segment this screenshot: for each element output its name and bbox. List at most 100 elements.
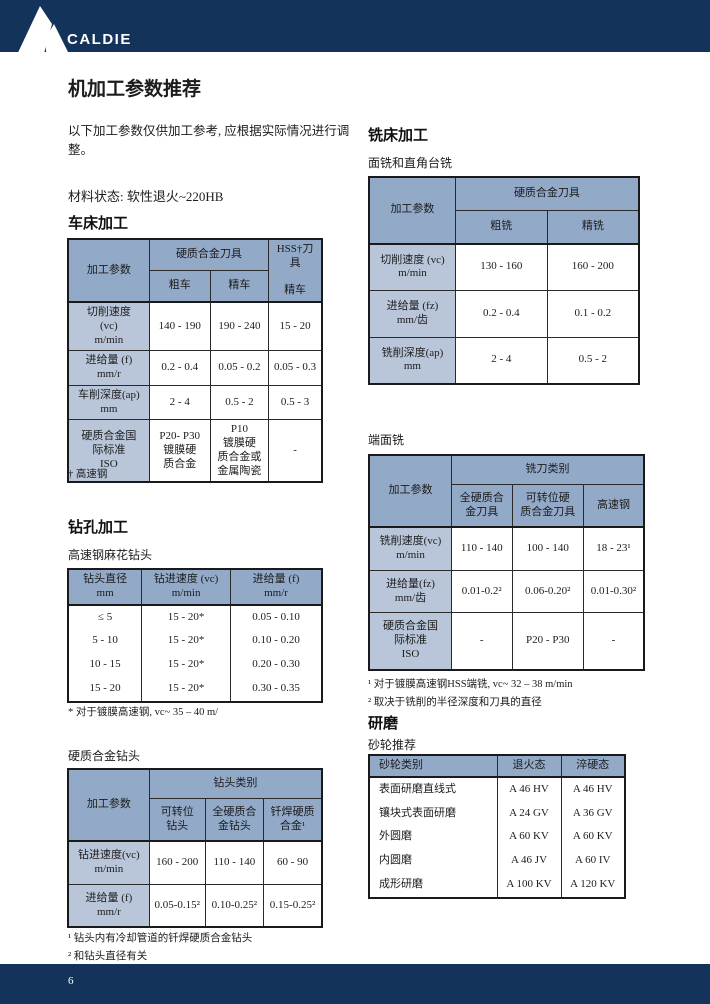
page-title: 机加工参数推荐 — [68, 79, 202, 100]
column-header: 全硬质合 金钻头 — [204, 797, 265, 843]
column-header: 可转位 钻头 — [148, 797, 206, 843]
table-cell: 100 - 140 — [511, 526, 584, 571]
table-cell: 18 - 23¹ — [583, 526, 645, 571]
table-cell: 2 - 4 — [454, 336, 548, 385]
table-row: 5 - 10 15 - 20* 0.10 - 0.20 — [67, 629, 323, 653]
face-mill-subheading: 面铣和直角台铣 — [368, 156, 453, 170]
column-header: 全硬质合 金刀具 — [451, 483, 513, 529]
table-row: 硬质合金国 际标准 ISO P20- P30 镀膜硬 质合金 P10 镀膜硬 质… — [67, 419, 323, 483]
table-cell: 10 - 15 — [67, 653, 143, 677]
lathe-sub-rough: 粗车 — [148, 270, 211, 303]
header-bar — [0, 0, 710, 52]
table-cell: 2 - 4 — [148, 384, 211, 421]
column-header: 进给量 (f) mm/r — [230, 568, 323, 606]
column-header: 淬硬态 — [560, 754, 626, 778]
table-cell: 内圆磨 — [368, 849, 498, 873]
table-cell: 0.5 - 3 — [268, 384, 323, 421]
table-row: 外圆磨 A 60 KV A 60 KV — [368, 825, 626, 849]
table-row: 进给量(fz) mm/齿 0.01-0.2² 0.06-0.20² 0.01-0… — [368, 569, 645, 614]
lathe-section-heading: 车床加工 — [68, 215, 129, 232]
row-label: 切削速度 (vc) m/min — [368, 243, 456, 291]
end-mill-subheading: 端面铣 — [368, 433, 405, 447]
hss-drill-subheading: 高速钢麻花钻头 — [68, 548, 153, 562]
grinding-subheading: 砂轮推荐 — [368, 738, 417, 752]
row-label: 铣削深度(ap) mm — [368, 336, 456, 385]
table-cell: A 46 HV — [560, 776, 626, 802]
end-mill-footnotes: ¹ 对于镀膜高速钢HSS端铣, vc~ 32 – 38 m/min ² 取决于铣… — [368, 676, 573, 712]
table-cell: 160 - 200 — [546, 243, 640, 291]
table-cell: A 100 KV — [496, 872, 562, 898]
table-cell: 0.2 - 0.4 — [454, 290, 548, 338]
table-row: 硬质合金国 际标准 ISO - P20 - P30 - — [368, 612, 645, 670]
table-row: 15 - 20 15 - 20* 0.30 - 0.35 — [67, 676, 323, 702]
end-group-header: 铣刀类别 — [451, 454, 645, 485]
row-label: 车削深度(ap) mm — [67, 384, 150, 421]
row-label: 硬质合金国 际标准 ISO — [67, 419, 150, 483]
table-cell: 130 - 160 — [454, 243, 548, 291]
lathe-param-header: 加工参数 — [67, 238, 150, 303]
carbide-group-header: 钻头类别 — [148, 768, 323, 799]
carbide-drill-table: 加工参数 钻头类别 可转位 钻头 全硬质合 金钻头 钎焊硬质 合金¹ 钻进速度(… — [67, 768, 323, 929]
table-cell: 0.05 - 0.3 — [268, 350, 323, 386]
material-state: 材料状态: 软性退火~220HB — [68, 189, 224, 204]
table-cell: 0.05 - 0.2 — [209, 350, 270, 386]
table-row: 切削速度 (vc) m/min 130 - 160 160 - 200 — [368, 243, 640, 291]
table-row: 镶块式表面研磨 A 24 GV A 36 GV — [368, 801, 626, 826]
table-row: 车削深度(ap) mm 2 - 4 0.5 - 2 0.5 - 3 — [67, 384, 323, 421]
table-cell: 5 - 10 — [67, 629, 143, 653]
milling-section-heading: 铣床加工 — [368, 127, 429, 144]
table-cell: 15 - 20* — [141, 604, 232, 630]
row-label: 钻进速度(vc) m/min — [67, 840, 150, 885]
table-cell: P10 镀膜硬 质合金或 金属陶瓷 — [209, 419, 270, 483]
table-cell: P20- P30 镀膜硬 质合金 — [148, 419, 211, 483]
face-param-header: 加工参数 — [368, 176, 456, 245]
table-cell: 15 - 20 — [268, 301, 323, 352]
lathe-hss-group-header: HSS†刀 具 精车 — [268, 238, 323, 303]
table-cell: 镶块式表面研磨 — [368, 801, 498, 826]
table-row: 进给量 (f) mm/r 0.05-0.15² 0.10-0.25² 0.15-… — [67, 883, 323, 928]
table-cell: A 60 IV — [560, 849, 626, 873]
lathe-footnote: † 高速钢 — [68, 469, 108, 480]
column-header: 高速钢 — [583, 483, 645, 529]
drilling-section-heading: 钻孔加工 — [68, 519, 129, 536]
footnote-line: ¹ 对于镀膜高速钢HSS端铣, vc~ 32 – 38 m/min — [368, 679, 573, 690]
table-cell: 0.01-0.30² — [583, 569, 645, 614]
column-header: 砂轮类别 — [368, 754, 498, 778]
table-row: 10 - 15 15 - 20* 0.20 - 0.30 — [67, 653, 323, 677]
table-cell: 15 - 20* — [141, 676, 232, 702]
row-label: 进给量 (f) mm/r — [67, 350, 150, 386]
column-header: 钎焊硬质 合金¹ — [263, 797, 323, 843]
table-cell: 15 - 20 — [67, 676, 143, 702]
table-cell: 0.20 - 0.30 — [230, 653, 323, 677]
table-cell: 0.30 - 0.35 — [230, 676, 323, 702]
grinding-table: 砂轮类别 退火态 淬硬态 表面研磨直线式 A 46 HV A 46 HV 镶块式… — [368, 754, 626, 899]
table-cell: A 24 GV — [496, 801, 562, 826]
table-cell: 60 - 90 — [263, 840, 323, 885]
table-cell: - — [583, 612, 645, 670]
hss-drill-footnote: * 对于镀膜高速钢, vc~ 35 – 40 m/ — [68, 707, 219, 718]
table-row: 切削速度 (vc) m/min 140 - 190 190 - 240 15 -… — [67, 301, 323, 352]
grinding-section-heading: 研磨 — [368, 715, 399, 732]
table-row: 内圆磨 A 46 JV A 60 IV — [368, 849, 626, 873]
row-label: 切削速度 (vc) m/min — [67, 301, 150, 352]
table-cell: 0.05-0.15² — [148, 883, 206, 928]
row-label: 铣削速度(vc) m/min — [368, 526, 452, 571]
table-cell: 0.01-0.2² — [451, 569, 513, 614]
footnote-line: ¹ 钻头内有冷却管道的钎焊硬质合金钻头 — [68, 933, 253, 944]
column-header: 可转位硬 质合金刀具 — [511, 483, 584, 529]
table-cell: 0.06-0.20² — [511, 569, 584, 614]
table-cell: 0.5 - 2 — [209, 384, 270, 421]
table-cell: 0.5 - 2 — [546, 336, 640, 385]
intro-text: 以下加工参数仅供加工参考, 应根据实际情况进行调整。 — [68, 124, 350, 158]
table-cell: 0.1 - 0.2 — [546, 290, 640, 338]
table-row: 进给量 (fz) mm/齿 0.2 - 0.4 0.1 - 0.2 — [368, 290, 640, 338]
table-cell: 0.15-0.25² — [263, 883, 323, 928]
footer-bar — [0, 964, 710, 1004]
table-cell: 110 - 140 — [204, 840, 265, 885]
lathe-carbide-group-header: 硬质合金刀具 — [148, 238, 270, 271]
end-mill-table: 加工参数 铣刀类别 全硬质合 金刀具 可转位硬 质合金刀具 高速钢 铣削速度(v… — [368, 454, 645, 671]
table-cell: A 60 KV — [496, 825, 562, 849]
table-cell: 160 - 200 — [148, 840, 206, 885]
lathe-sub-finish: 精车 — [209, 270, 270, 303]
table-row: 成形研磨 A 100 KV A 120 KV — [368, 872, 626, 898]
